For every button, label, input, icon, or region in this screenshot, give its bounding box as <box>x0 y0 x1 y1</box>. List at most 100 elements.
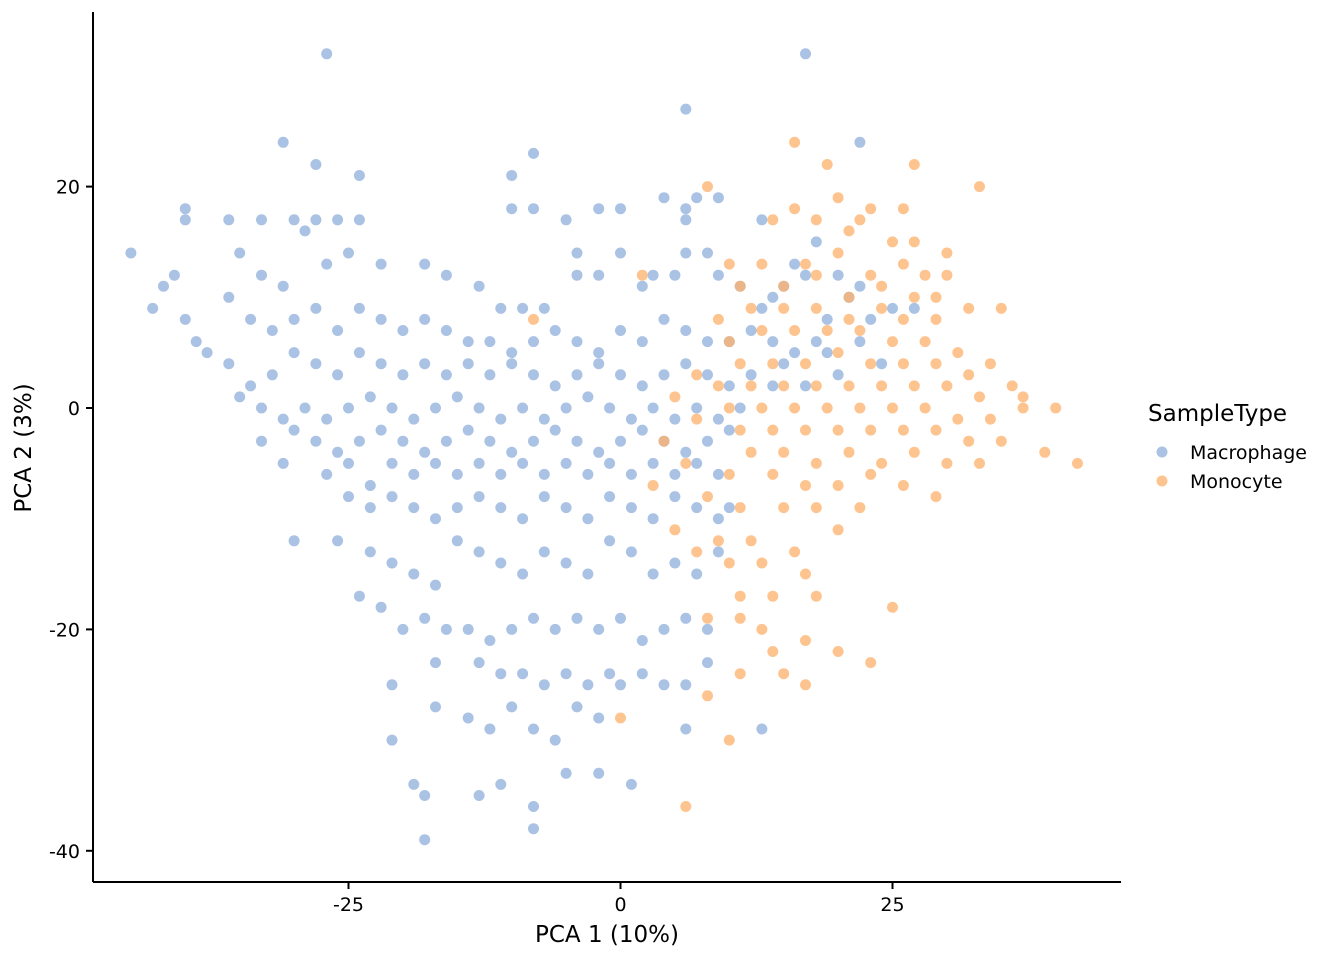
data-point <box>419 358 431 370</box>
data-point <box>473 457 485 469</box>
data-point <box>582 513 594 525</box>
data-point <box>767 214 779 226</box>
data-point <box>712 269 724 281</box>
data-point <box>310 302 322 314</box>
data-point <box>506 203 518 215</box>
data-point <box>495 778 507 790</box>
data-point <box>419 258 431 270</box>
data-point <box>756 723 768 735</box>
data-point <box>451 535 463 547</box>
data-point <box>310 435 322 447</box>
data-point <box>691 369 703 381</box>
data-point <box>800 48 811 60</box>
data-point <box>778 446 790 458</box>
data-point <box>604 402 616 414</box>
data-point <box>821 313 833 325</box>
data-point <box>277 136 289 148</box>
data-point <box>832 192 844 204</box>
data-point <box>745 325 757 336</box>
data-point <box>386 734 398 746</box>
data-point <box>549 424 561 436</box>
data-point <box>919 336 931 348</box>
data-point <box>332 369 344 381</box>
data-point <box>408 502 420 514</box>
data-point <box>386 457 398 469</box>
data-point <box>669 468 681 480</box>
data-point <box>582 679 594 691</box>
data-point <box>321 48 333 60</box>
data-point <box>745 369 757 381</box>
data-point <box>364 480 376 491</box>
data-point <box>310 159 322 170</box>
data-point <box>843 446 855 458</box>
data-point <box>593 712 605 724</box>
data-point <box>712 380 724 392</box>
data-point <box>691 402 703 414</box>
data-point <box>1006 380 1018 392</box>
data-point <box>734 612 746 624</box>
data-point <box>974 181 985 193</box>
data-point <box>680 723 692 735</box>
data-point <box>386 491 398 503</box>
data-point <box>691 457 703 469</box>
data-point <box>897 313 909 325</box>
data-point <box>974 391 985 403</box>
data-point <box>756 258 768 270</box>
data-point <box>702 181 713 193</box>
data-point <box>767 468 779 480</box>
data-point <box>168 269 180 281</box>
data-point <box>604 668 616 680</box>
data-point <box>288 347 300 359</box>
data-point <box>789 402 801 414</box>
data-point <box>440 325 452 336</box>
data-point <box>984 358 996 370</box>
data-point <box>256 214 267 226</box>
data-point <box>669 413 681 425</box>
data-point <box>256 402 267 414</box>
data-point <box>723 402 735 414</box>
data-point <box>549 325 561 336</box>
data-point <box>854 402 866 414</box>
data-point <box>245 380 257 392</box>
data-point <box>277 280 289 292</box>
data-point <box>1072 457 1083 469</box>
data-point <box>528 336 539 348</box>
data-point <box>723 258 735 270</box>
data-point <box>549 623 561 635</box>
data-point <box>625 546 637 558</box>
data-point <box>723 380 735 392</box>
data-point <box>680 103 692 115</box>
data-point <box>560 502 572 514</box>
data-point <box>876 280 888 292</box>
y-tick-label: -20 <box>49 619 80 641</box>
data-point <box>832 347 844 359</box>
data-point <box>451 502 463 514</box>
data-point <box>538 413 550 425</box>
data-point <box>615 325 626 336</box>
data-point <box>321 468 333 480</box>
x-axis-title: PCA 1 (10%) <box>535 922 679 948</box>
data-point <box>930 424 942 436</box>
data-point <box>528 435 539 447</box>
data-point <box>897 203 909 215</box>
data-point <box>843 291 855 303</box>
series-monocyte <box>528 136 1083 812</box>
data-point <box>256 269 267 281</box>
data-point <box>506 347 518 359</box>
data-point <box>800 380 811 392</box>
data-point <box>332 446 344 458</box>
data-point <box>517 457 529 469</box>
data-point <box>332 214 344 226</box>
data-point <box>353 170 365 181</box>
data-point <box>1050 402 1062 414</box>
data-point <box>876 380 888 392</box>
data-point <box>865 358 877 370</box>
data-point <box>865 468 877 480</box>
data-point <box>658 313 670 325</box>
data-point <box>941 457 953 469</box>
data-point <box>734 502 746 514</box>
data-point <box>430 402 441 414</box>
data-point <box>854 214 866 226</box>
legend-key-macrophage <box>1156 446 1168 458</box>
data-point <box>887 302 898 314</box>
